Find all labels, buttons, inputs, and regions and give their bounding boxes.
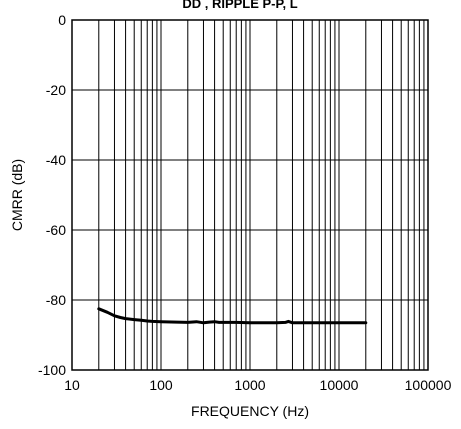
x-axis-title: FREQUENCY (Hz) (191, 403, 309, 419)
y-tick-label: -100 (38, 362, 66, 378)
grid-lines (72, 20, 428, 370)
x-tick-label: 1000 (234, 377, 265, 393)
x-tick-label: 100000 (405, 377, 452, 393)
chart-title-clipped: DD , RIPPLE P-P, L (182, 0, 297, 11)
x-tick-label: 10000 (320, 377, 359, 393)
y-tick-label: -40 (46, 152, 66, 168)
plot-frame (71, 19, 429, 371)
y-tick-labels: 0 -20 -40 -60 -80 -100 (38, 12, 66, 378)
y-tick-label: -60 (46, 222, 66, 238)
y-tick-label: -20 (46, 82, 66, 98)
x-tick-label: 10 (64, 377, 80, 393)
cmrr-series-line (97, 307, 368, 325)
y-tick-label: -80 (46, 292, 66, 308)
x-tick-label: 100 (149, 377, 173, 393)
series-layer (97, 307, 368, 325)
x-tick-labels: 10 100 1000 10000 100000 (64, 377, 451, 393)
y-axis-title: CMRR (dB) (9, 159, 25, 231)
y-tick-label: 0 (58, 12, 66, 28)
